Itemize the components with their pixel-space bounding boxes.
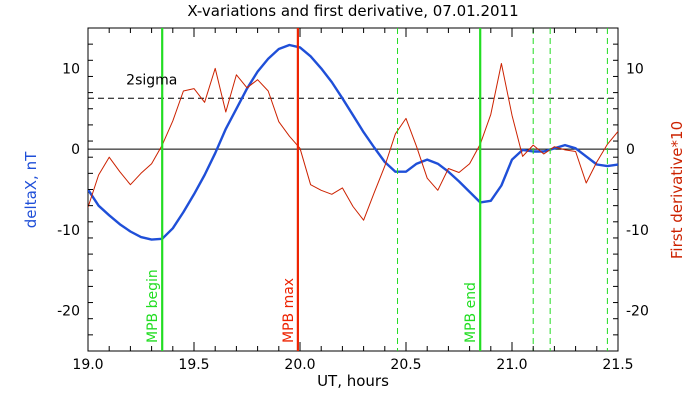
series-layer [88, 43, 618, 241]
x-tick-label: 21.5 [602, 357, 633, 373]
y-tick-label-right: -10 [626, 223, 649, 239]
x-tick-label: 19.5 [178, 357, 209, 373]
chart-title: X-variations and first derivative, 07.01… [187, 2, 518, 20]
y-tick-label-left: -10 [57, 223, 80, 239]
chart-labels: 2sigma MPB begin MPB max MPB end [126, 72, 479, 343]
marker-label-mpb-end: MPB end [463, 282, 479, 343]
y-tick-label-right: 0 [626, 142, 635, 158]
x-tick-label: 21.0 [496, 357, 527, 373]
y-axis-right-label: First derivative*10 [668, 121, 686, 259]
reference-lines [88, 97, 618, 150]
y-tick-label-left: -20 [57, 304, 80, 320]
x-tick-label: 20.5 [390, 357, 421, 373]
y-tick-label-right: -20 [626, 304, 649, 320]
x-tick-label: 20.0 [284, 357, 315, 373]
series-line-derivative [88, 63, 618, 221]
x-axis-label: UT, hours [317, 372, 389, 390]
y-tick-label-left: 0 [71, 142, 80, 158]
reference-label-2sigma: 2sigma [126, 72, 177, 88]
x-tick-label: 19.0 [72, 357, 103, 373]
marker-label-mpb-max: MPB max [281, 278, 297, 343]
y-tick-label-right: 10 [626, 61, 644, 77]
y-axis-left-label: deltaX, nT [22, 151, 40, 228]
marker-lines [161, 28, 608, 351]
marker-label-mpb-begin: MPB begin [145, 269, 161, 343]
series-line-deltax [88, 43, 618, 241]
y-tick-label-left: 10 [62, 61, 80, 77]
axis-ticks: 19.0 19.5 20.0 20.5 21.0 21.5 10 10 0 0 -10 -10 -20 -… [57, 27, 649, 373]
